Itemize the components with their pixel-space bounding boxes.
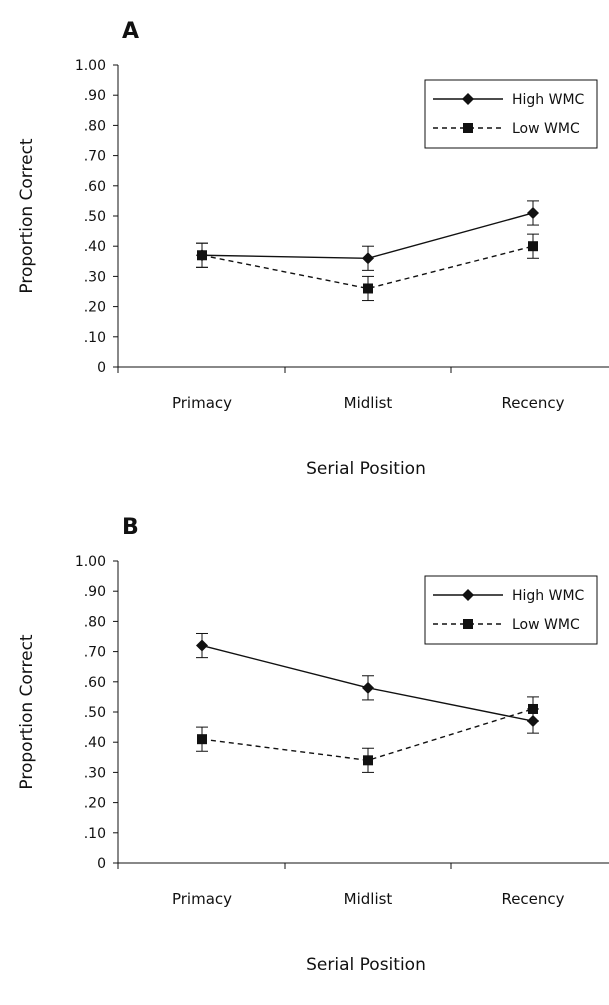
chart-b-y-axis-title: Proportion Correct xyxy=(17,634,37,790)
chart-b-legend-label: High WMC xyxy=(512,588,585,604)
chart-b-svg: B 0 .10 .20 .30 .40 .50 .60 .70 .80 .90 1.00 Primacy… xyxy=(17,515,609,975)
chart-a-series-diamond-point xyxy=(527,206,539,219)
chart-b-legend-marker xyxy=(463,619,473,629)
chart-a-y-tick-label: 1.00 xyxy=(75,58,106,74)
chart-b-y-tick-label: 1.00 xyxy=(75,554,106,570)
chart-b-y-tick-label: .50 xyxy=(84,705,106,721)
chart-a-x-tick-label: Midlist xyxy=(344,394,393,412)
chart-a-series-square-point xyxy=(197,250,207,261)
chart-a-series-square-point xyxy=(528,241,538,252)
chart-a-y-tick-label: .20 xyxy=(84,300,106,316)
chart-a-svg: A 0 .10 .20 .30 .40 .50 .60 .70 .80 .90 1.00 Primacy… xyxy=(17,19,609,479)
chart-a-series-square-point xyxy=(363,283,373,294)
chart-a-y-tick-label: .40 xyxy=(84,239,106,255)
chart-b-y-tick-label: .30 xyxy=(84,765,106,781)
chart-panel-b: B 0 .10 .20 .30 .40 .50 .60 .70 .80 .90 1.00 Primacy… xyxy=(0,496,609,996)
chart-b-y-tick-label: .80 xyxy=(84,614,106,630)
chart-b-y-tick-label: .20 xyxy=(84,796,106,812)
chart-b-x-tick-label: Recency xyxy=(501,890,564,908)
chart-a-legend-label: High WMC xyxy=(512,92,585,108)
chart-a-y-tick-label: .80 xyxy=(84,118,106,134)
chart-b-x-tick-label: Primacy xyxy=(172,890,232,908)
chart-a-y-tick-label: .30 xyxy=(84,269,106,285)
chart-a-series-square-line xyxy=(201,245,534,290)
chart-a-y-tick-label: .90 xyxy=(84,88,106,104)
chart-a-x-tick-label: Recency xyxy=(501,394,564,412)
chart-b-y-tick-label: .40 xyxy=(84,735,106,751)
chart-b-x-axis-title: Serial Position xyxy=(306,955,426,975)
chart-b-series-square-point xyxy=(197,734,207,745)
chart-b-y-tick-label: .70 xyxy=(84,645,106,661)
chart-a-legend xyxy=(424,79,598,149)
chart-b-series-diamond-point xyxy=(362,681,374,694)
chart-a-y-tick-label: 0 xyxy=(97,360,106,376)
chart-a-panel-letter: A xyxy=(122,19,139,44)
chart-a-x-tick-label: Primacy xyxy=(172,394,232,412)
chart-b-y-tick-label: .60 xyxy=(84,675,106,691)
chart-b-y-tick-label: 0 xyxy=(97,856,106,872)
chart-a-y-tick-label: .10 xyxy=(84,330,106,346)
chart-b-panel-letter: B xyxy=(122,515,139,540)
chart-a-legend-label: Low WMC xyxy=(512,121,580,137)
chart-b-series-square-point xyxy=(363,755,373,766)
chart-b-y-tick-label: .10 xyxy=(84,826,106,842)
chart-b-series-square-point xyxy=(528,703,538,714)
chart-a-legend-marker xyxy=(462,93,474,105)
chart-a-y-tick-label: .60 xyxy=(84,179,106,195)
chart-b-y-tick-label: .90 xyxy=(84,584,106,600)
chart-a-series-diamond-point xyxy=(362,252,374,265)
chart-a-y-axis-title: Proportion Correct xyxy=(17,138,37,294)
chart-b-series-diamond-point xyxy=(196,639,208,652)
chart-b-x-tick-label: Midlist xyxy=(344,890,393,908)
chart-a-x-axis-title: Serial Position xyxy=(306,459,426,479)
chart-a-y-tick-label: .50 xyxy=(84,209,106,225)
chart-b-legend-label: Low WMC xyxy=(512,617,580,633)
chart-panel-a: A 0 .10 .20 .30 .40 .50 .60 .70 .80 .90 1.00 Primacy… xyxy=(0,0,609,500)
chart-b-series-square-line xyxy=(201,708,534,762)
chart-a-legend-marker xyxy=(463,123,473,133)
chart-b-legend xyxy=(424,575,598,645)
chart-b-legend-marker xyxy=(462,589,474,601)
chart-a-y-tick-label: .70 xyxy=(84,149,106,165)
